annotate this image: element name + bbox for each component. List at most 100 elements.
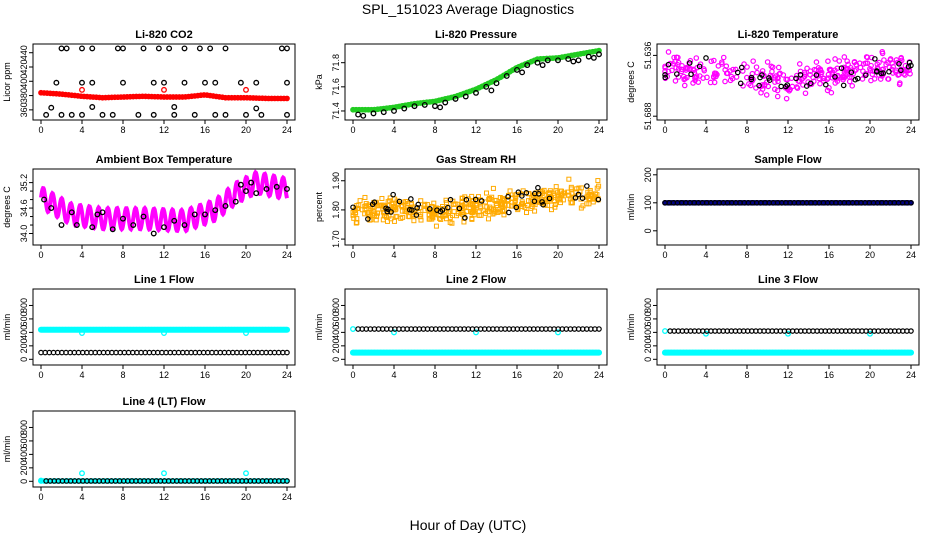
x-tick-label: 4 — [391, 125, 396, 135]
data-point — [772, 75, 778, 81]
data-point — [439, 203, 445, 209]
data-point — [840, 82, 847, 89]
data-point — [565, 189, 571, 195]
y-tick-label: 1.90 — [331, 172, 341, 190]
data-point — [896, 61, 902, 67]
y-tick-label: 0 — [19, 357, 29, 362]
data-point — [730, 66, 736, 73]
data-point — [442, 99, 449, 106]
data-point — [501, 198, 507, 204]
data-point — [784, 76, 791, 83]
data-point — [466, 349, 473, 356]
data-point — [825, 75, 832, 81]
data-point — [133, 93, 140, 100]
data-point — [399, 203, 405, 209]
x-tick-label: 8 — [432, 370, 437, 380]
data-point — [259, 326, 266, 333]
data-point — [145, 93, 152, 100]
x-tick-label: 20 — [241, 370, 251, 380]
data-point — [683, 349, 690, 356]
data-point — [539, 199, 545, 205]
data-point — [556, 349, 562, 356]
data-point — [447, 219, 453, 225]
plot-area — [350, 176, 602, 229]
chart-title: Line 1 Flow — [134, 274, 194, 286]
data-point — [484, 190, 490, 196]
data-point — [524, 210, 530, 216]
data-point — [463, 349, 470, 356]
data-point — [739, 199, 745, 206]
data-point — [418, 217, 424, 223]
y-tick-label: 0 — [643, 357, 653, 362]
data-point — [161, 79, 167, 86]
data-point — [58, 45, 65, 52]
data-point — [575, 57, 582, 64]
data-point — [837, 349, 844, 356]
data-point — [469, 193, 475, 199]
data-point — [393, 213, 399, 219]
data-point — [908, 349, 914, 356]
data-point — [38, 326, 44, 333]
y-tick-label: 34.6 — [19, 199, 29, 217]
data-point — [212, 79, 219, 86]
data-point — [571, 52, 578, 58]
y-axis-label: ml/min — [314, 314, 324, 341]
data-point — [234, 94, 241, 101]
data-point — [164, 326, 170, 333]
data-point — [806, 349, 813, 356]
data-point — [705, 349, 711, 356]
data-point — [497, 349, 504, 356]
data-point — [396, 103, 402, 110]
data-point — [396, 198, 403, 205]
data-point — [734, 69, 741, 76]
data-point — [43, 111, 50, 118]
data-point — [437, 104, 444, 111]
x-tick-label: 8 — [120, 125, 125, 135]
data-point — [457, 91, 464, 98]
data-point — [589, 48, 596, 55]
data-point — [879, 48, 886, 55]
data-point — [445, 204, 451, 211]
x-tick-label: 12 — [471, 125, 481, 135]
data-point — [356, 349, 362, 356]
data-point — [409, 207, 415, 213]
data-point — [572, 195, 579, 201]
data-point — [442, 96, 449, 102]
data-point — [243, 86, 249, 93]
data-point — [185, 326, 192, 333]
data-point — [859, 76, 866, 82]
data-point — [188, 93, 195, 100]
data-point — [711, 57, 717, 64]
data-point — [898, 349, 905, 356]
data-point — [686, 60, 693, 66]
y-tick-label: 800 — [19, 420, 29, 435]
x-tick-label: 16 — [512, 250, 522, 260]
data-point — [488, 349, 495, 356]
data-point — [546, 191, 552, 197]
chart-title: Li-820 Pressure — [435, 29, 517, 41]
data-point — [443, 216, 449, 222]
data-point — [201, 326, 207, 333]
data-point — [84, 93, 90, 100]
data-point — [488, 87, 495, 94]
data-point — [204, 326, 210, 333]
data-point — [571, 349, 578, 356]
data-point — [514, 66, 520, 73]
x-tick-label: 24 — [594, 250, 604, 260]
data-point — [720, 349, 727, 356]
data-point — [476, 349, 482, 356]
data-point — [436, 97, 442, 104]
data-point — [111, 94, 118, 101]
data-point — [411, 218, 417, 224]
data-point — [371, 349, 378, 356]
data-point — [385, 206, 391, 212]
y-axis-label: ml/min — [626, 194, 636, 221]
data-point — [179, 94, 186, 100]
x-tick-label: 4 — [703, 370, 708, 380]
data-point — [454, 349, 461, 356]
data-point — [393, 349, 399, 356]
data-point — [374, 349, 381, 356]
data-point — [68, 92, 75, 99]
data-point — [828, 349, 834, 356]
